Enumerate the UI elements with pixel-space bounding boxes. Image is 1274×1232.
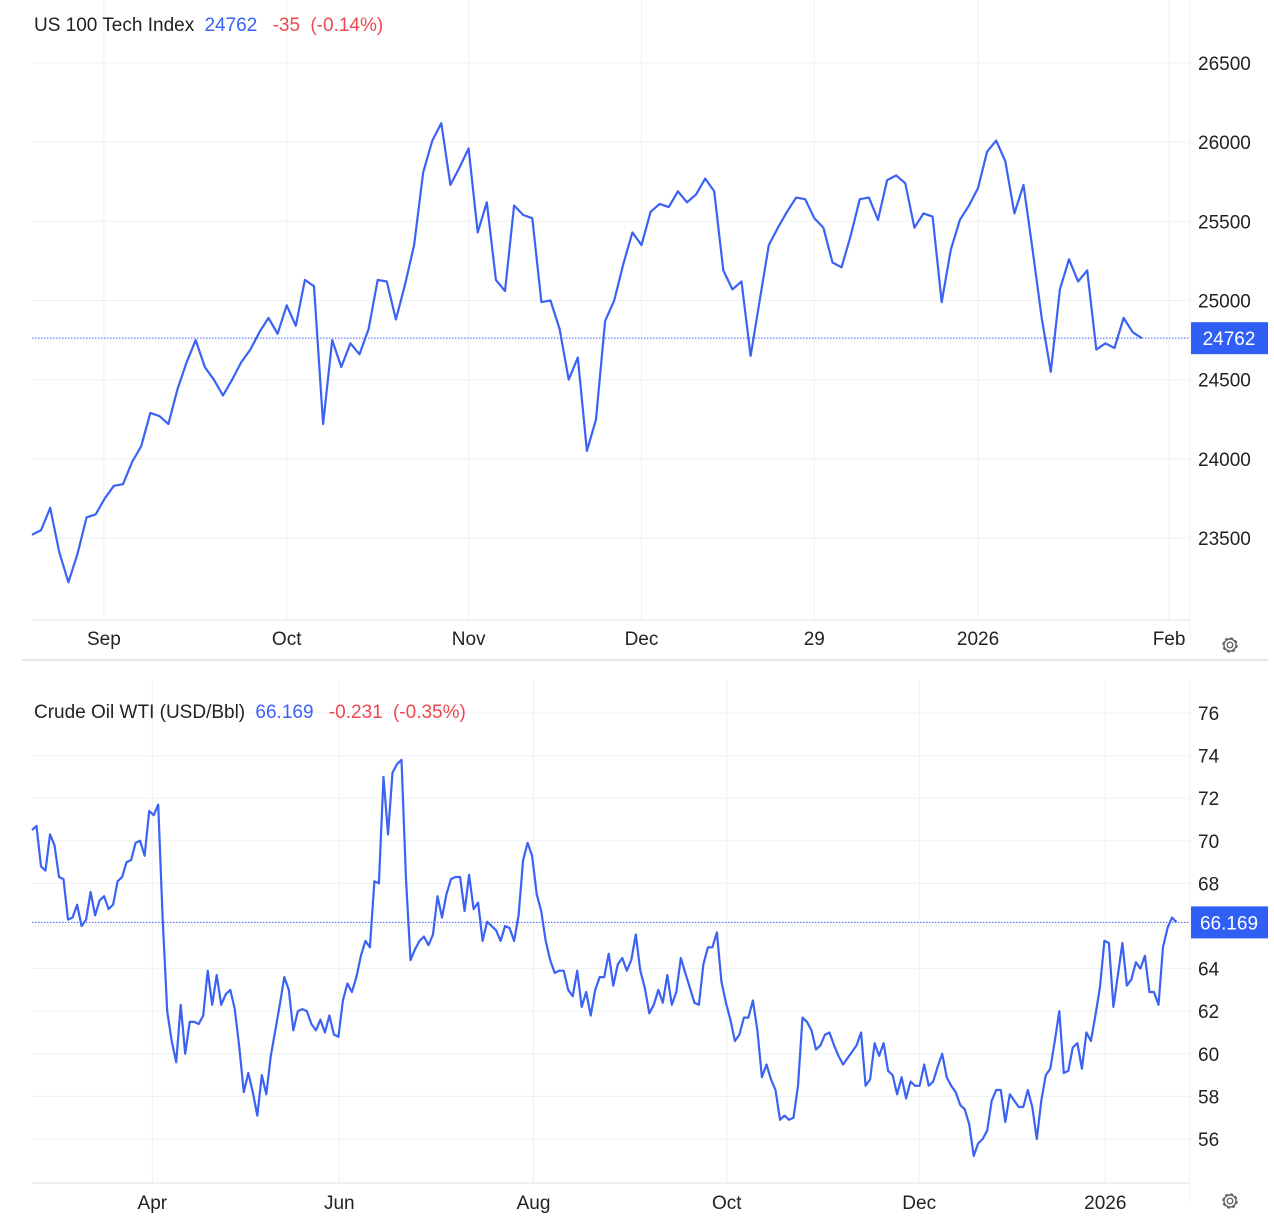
y-tick-label: 24500 <box>1198 371 1251 392</box>
wti-change: -0.231 <box>329 702 383 723</box>
wti-chart-panel: 76 74 72 70 68 64 62 60 58 56 Apr Jun Aug Oct Dec 2026 6… <box>31 680 1268 1214</box>
x-tick-label: Apr <box>138 1193 168 1214</box>
gear-icon[interactable] <box>1222 1193 1238 1209</box>
y-tick-label: 72 <box>1198 789 1219 810</box>
y-tick-label: 24000 <box>1198 450 1251 471</box>
wti-ticks: 76 74 72 70 68 64 62 60 58 56 Apr Jun Aug Oct Dec 2026 6… <box>138 704 1268 1214</box>
y-tick-label: 68 <box>1198 874 1219 895</box>
y-tick-label: 60 <box>1198 1045 1219 1066</box>
last-price-label: 24762 <box>1203 329 1256 350</box>
x-tick-label: Aug <box>517 1193 551 1214</box>
x-tick-label: Jun <box>324 1193 355 1214</box>
y-tick-label: 74 <box>1198 747 1220 768</box>
wti-series <box>31 758 1190 1158</box>
gear-icon[interactable] <box>1222 637 1238 653</box>
x-tick-label: 2026 <box>1084 1193 1126 1214</box>
x-tick-label: Feb <box>1153 629 1186 650</box>
y-tick-label: 26500 <box>1198 54 1251 75</box>
y-tick-label: 58 <box>1198 1087 1219 1108</box>
us100-change-pct: (-0.14%) <box>310 15 383 36</box>
y-tick-label: 56 <box>1198 1130 1219 1151</box>
us100-change: -35 <box>273 15 300 36</box>
wti-title: Crude Oil WTI (USD/Bbl) <box>34 702 245 723</box>
us100-price-line <box>31 122 1143 584</box>
x-tick-label: 29 <box>804 629 825 650</box>
x-tick-label: 2026 <box>957 629 999 650</box>
x-tick-label: Nov <box>452 629 486 650</box>
last-price-badge <box>1191 322 1268 355</box>
wti-grid <box>32 680 1191 1203</box>
y-tick-label: 25000 <box>1198 292 1251 313</box>
y-tick-label: 62 <box>1198 1002 1219 1023</box>
y-tick-label: 76 <box>1198 704 1219 725</box>
us100-legend: US 100 Tech Index 24762 -35 (-0.14%) <box>34 15 383 36</box>
us100-last-value: 24762 <box>204 15 257 36</box>
y-tick-label: 23500 <box>1198 529 1251 550</box>
x-tick-label: Sep <box>87 629 121 650</box>
x-tick-label: Dec <box>902 1193 936 1214</box>
y-tick-label: 25500 <box>1198 212 1251 233</box>
us100-series <box>31 122 1190 584</box>
us100-chart-panel: 26500 26000 25500 25000 24500 24000 23500 Sep Oc… <box>31 0 1268 650</box>
us100-title: US 100 Tech Index <box>34 15 195 36</box>
x-tick-label: Dec <box>625 629 659 650</box>
x-tick-label: Oct <box>272 629 302 650</box>
last-price-badge <box>1191 906 1268 939</box>
y-tick-label: 70 <box>1198 832 1219 853</box>
wti-price-line <box>31 758 1178 1158</box>
y-tick-label: 26000 <box>1198 133 1251 154</box>
y-tick-label: 64 <box>1198 960 1220 981</box>
us100-grid <box>32 0 1191 640</box>
wti-change-pct: (-0.35%) <box>393 702 466 723</box>
x-tick-label: Oct <box>712 1193 742 1214</box>
last-price-label: 66.169 <box>1200 913 1258 934</box>
wti-last-value: 66.169 <box>255 702 313 723</box>
wti-legend: Crude Oil WTI (USD/Bbl) 66.169 -0.231 (-… <box>34 702 466 723</box>
us100-ticks: 26500 26000 25500 25000 24500 24000 23500 Sep Oc… <box>87 54 1268 650</box>
